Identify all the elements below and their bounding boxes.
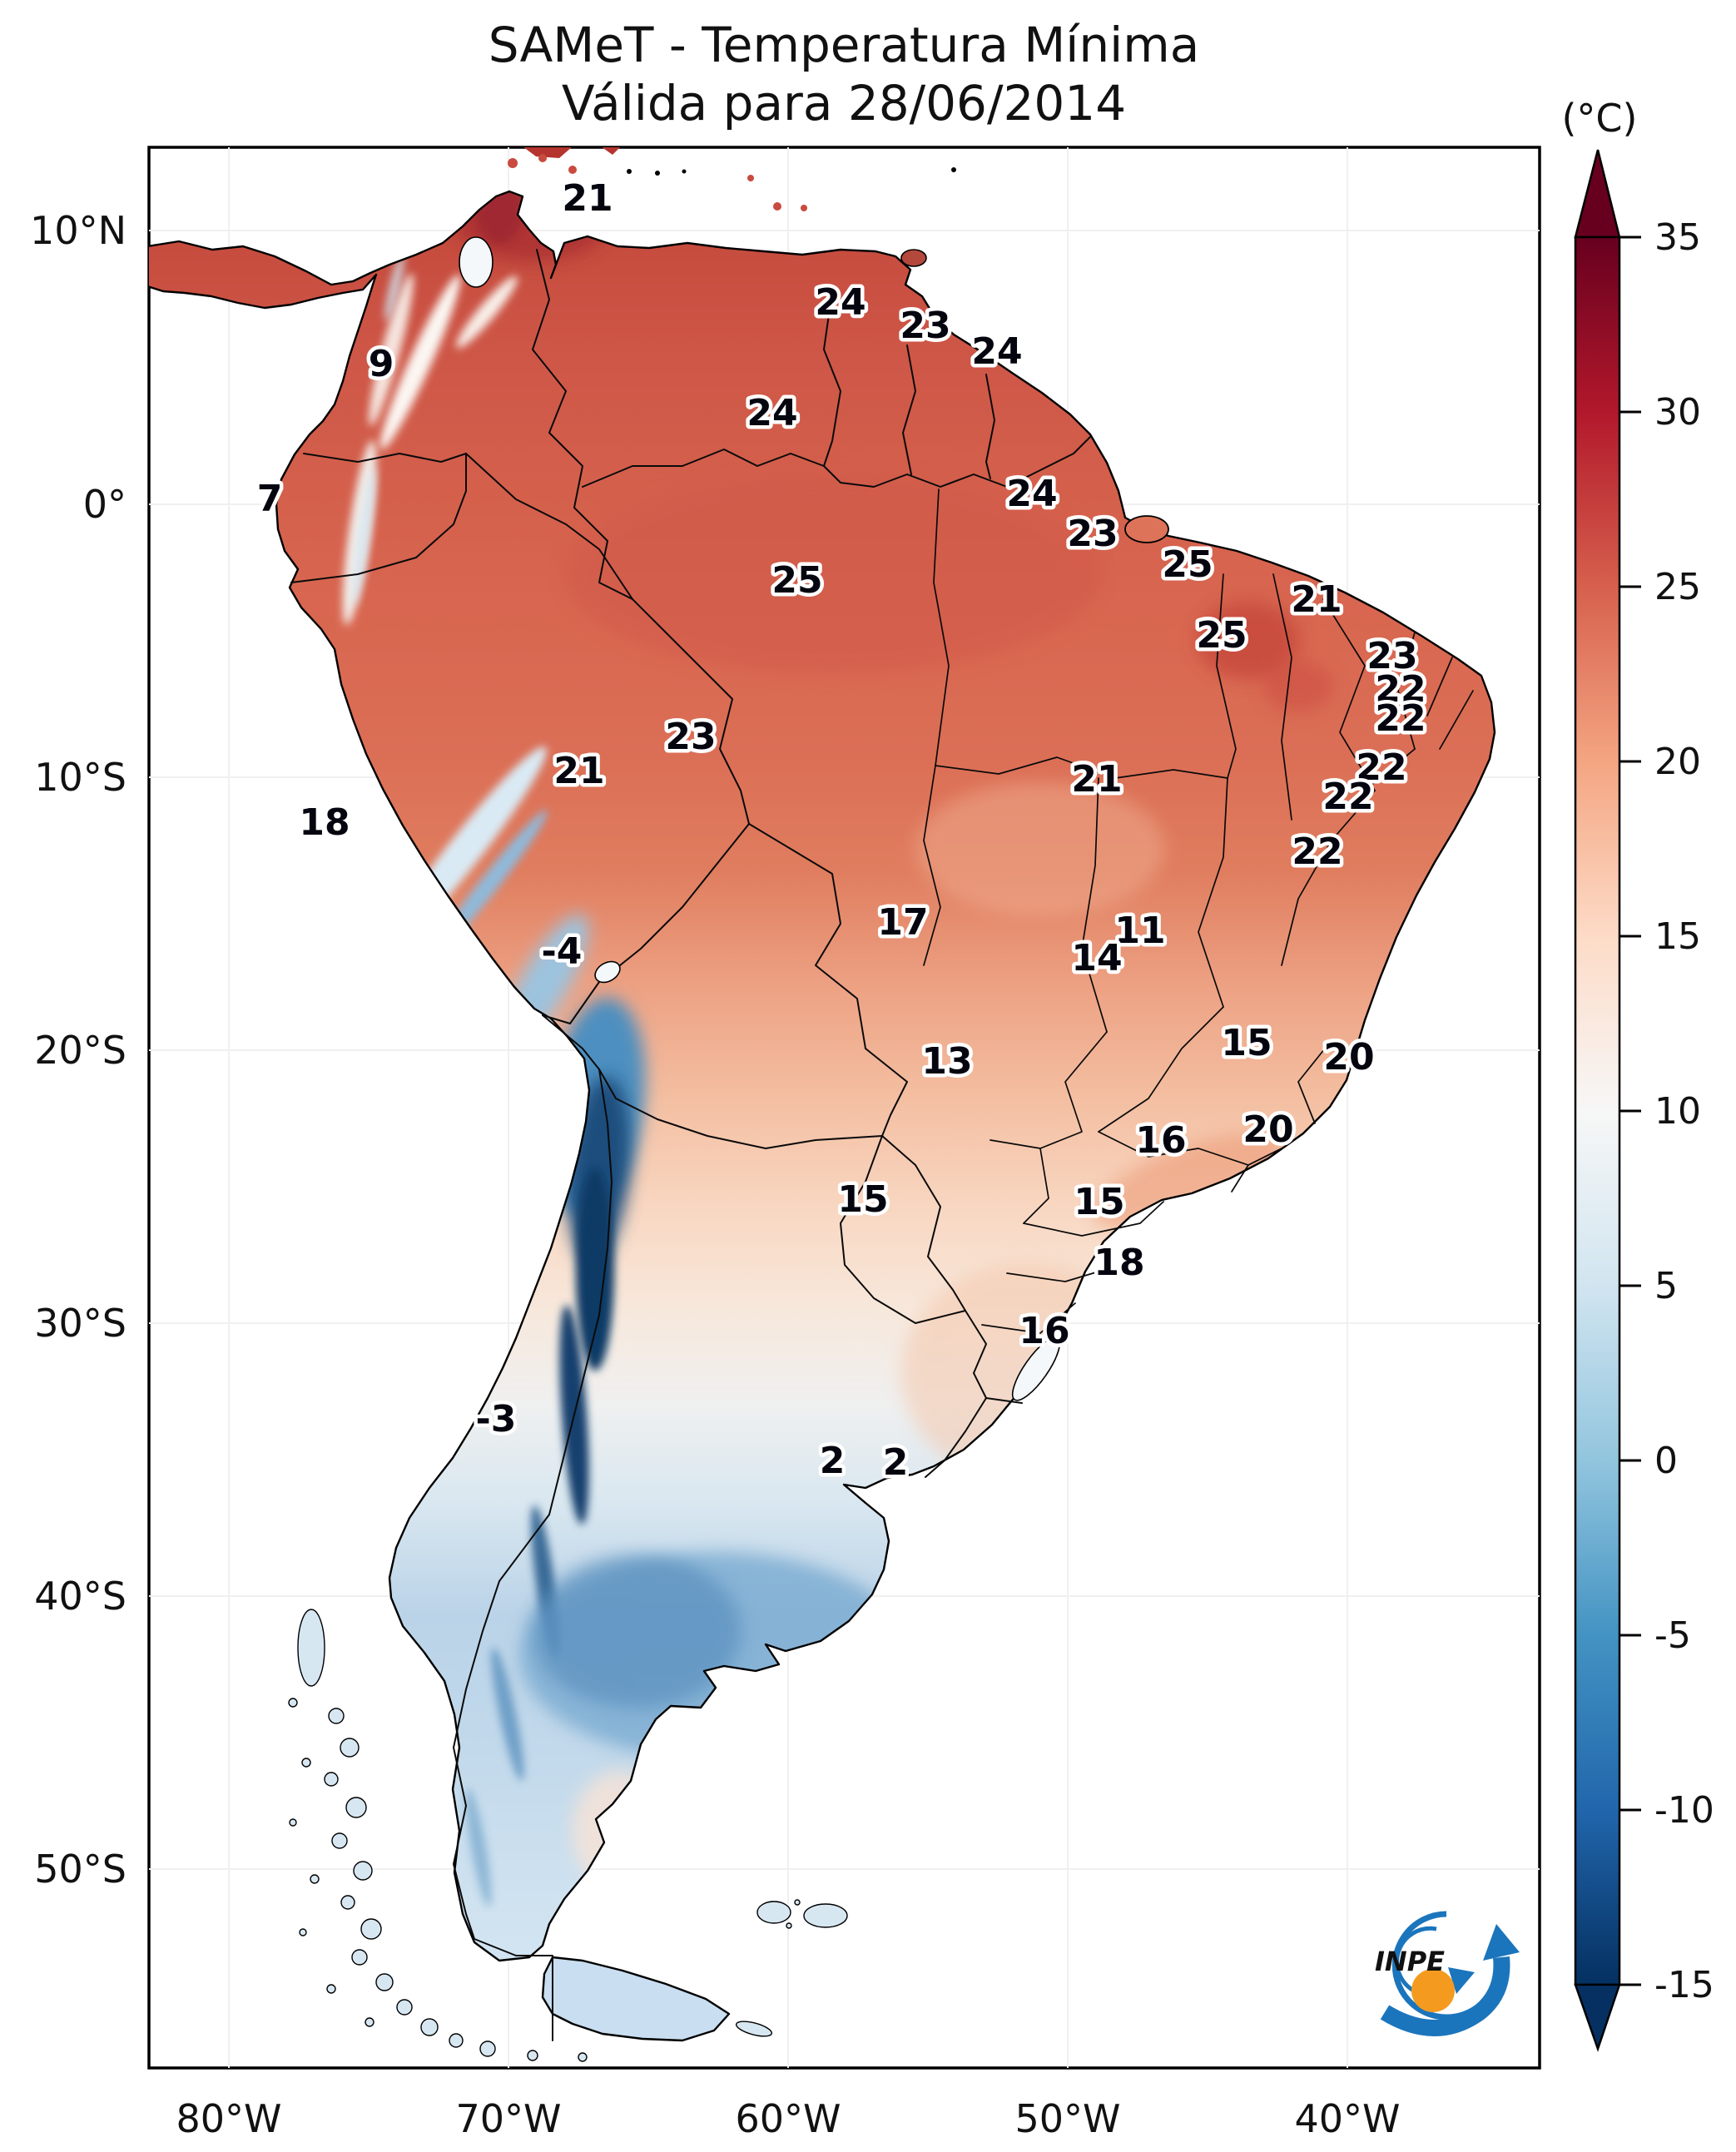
temp-label: 22: [1356, 746, 1406, 789]
lat-tick-label: 30°S: [34, 1301, 126, 1346]
lon-tick-label: 50°W: [1014, 2096, 1120, 2141]
lon-tick-label: 70°W: [455, 2096, 561, 2141]
islands: [288, 147, 1169, 2062]
colorbar-tick-label: 15: [1654, 915, 1701, 958]
colorbar-tick-label: -10: [1654, 1789, 1714, 1832]
colorbar-tick-label: 25: [1654, 566, 1701, 608]
lakes: [459, 236, 1061, 1401]
temp-label: 23: [1067, 513, 1118, 555]
temp-label: 18: [1094, 1242, 1144, 1284]
inpe-logo-orange-dot: [1411, 1969, 1455, 2012]
temp-label: 9: [369, 343, 394, 385]
temp-label: 25: [1162, 543, 1213, 586]
inpe-logo-big-arrow: [1380, 1956, 1510, 2036]
colorbar-gradient-bar: [1574, 236, 1621, 1986]
state-borders: [923, 488, 1474, 1334]
temp-label: 16: [1019, 1310, 1069, 1352]
temp-label: 11: [1114, 910, 1165, 952]
page-subtitle: Válida para 28/06/2014: [562, 75, 1126, 131]
temp-label: 20: [1323, 1036, 1374, 1078]
temp-label: 18: [299, 801, 350, 844]
temp-label: 23: [1366, 635, 1417, 677]
temp-label: 21: [1291, 578, 1342, 621]
temp-label: 2: [883, 1441, 909, 1484]
temp-label: 23: [665, 716, 716, 758]
temp-label: 24: [1006, 473, 1057, 515]
temp-label: 7: [257, 478, 283, 520]
lon-tick-label: 40°W: [1294, 2096, 1400, 2141]
colorbar-tick-label: 30: [1654, 391, 1701, 434]
temp-label: 21: [1071, 758, 1122, 801]
inpe-logo-text: INPE: [1375, 1946, 1445, 1977]
colorbar-tick-label: 20: [1654, 741, 1701, 783]
temp-label: 17: [877, 901, 928, 944]
chiloe-island: [297, 1609, 325, 1687]
temp-label: 2: [820, 1440, 846, 1482]
temp-label: 22: [1322, 776, 1373, 818]
colorbar-tick-label: -15: [1654, 1964, 1714, 2006]
colorbar-tick-label: 5: [1654, 1265, 1678, 1307]
temp-label: 14: [1071, 937, 1122, 979]
temp-label: 24: [746, 392, 797, 434]
falkland-west: [756, 1901, 791, 1924]
temp-label: 24: [971, 330, 1022, 373]
temp-label: -4: [542, 930, 583, 973]
temp-label: 20: [1242, 1108, 1293, 1151]
lagoa-dos-patos: [1011, 1336, 1061, 1401]
inpe-logo: INPE: [1375, 1911, 1520, 2036]
colorbar: (°C) 35 30 25 20 15 10 5 0 -5 -10 -15: [1561, 96, 1714, 2052]
temp-label: 25: [1196, 614, 1247, 657]
temp-label: 15: [1074, 1181, 1124, 1223]
temp-label: 22: [1375, 697, 1426, 740]
colorbar-tick-label: 10: [1654, 1090, 1701, 1133]
temp-label: 15: [1221, 1022, 1272, 1064]
lon-tick-label: 60°W: [735, 2096, 841, 2141]
lat-tick-label: 20°S: [34, 1028, 126, 1073]
temp-label: 22: [1375, 668, 1426, 711]
marajo-island: [1124, 515, 1169, 543]
caribbean-coast-sliver: [602, 147, 620, 155]
country-borders: [290, 249, 1091, 2041]
temp-label: 16: [1135, 1119, 1186, 1162]
temp-label: 24: [815, 281, 866, 324]
isla-de-los-estados: [735, 2021, 773, 2037]
colorbar-unit-label: (°C): [1561, 96, 1637, 141]
falkland-east: [803, 1903, 848, 1928]
colorbar-tick-label: -5: [1654, 1614, 1691, 1657]
inpe-logo-swirl-arrowhead: [1448, 1967, 1475, 1994]
colorbar-extend-below-arrow: [1574, 1983, 1621, 2052]
inpe-logo-big-arrowhead: [1483, 1924, 1520, 1961]
trinidad-island: [900, 249, 927, 267]
temp-label: 21: [562, 177, 613, 220]
caribbean-coast-sliver: [523, 147, 572, 158]
colorbar-tick-label: 0: [1654, 1440, 1678, 1482]
temp-label: 23: [900, 305, 950, 347]
colorbar-tick-label: 35: [1654, 216, 1701, 259]
lat-axis-labels: 10°N 0° 10°S 20°S 30°S 40°S 50°S: [30, 208, 126, 1892]
lat-tick-label: 40°S: [34, 1574, 126, 1619]
page-title: SAMeT - Temperatura Mínima: [489, 17, 1200, 73]
lake-maracaibo: [459, 236, 494, 288]
temp-label: 25: [771, 559, 822, 602]
temp-label: -3: [476, 1398, 517, 1440]
temp-label: 22: [1292, 831, 1342, 873]
lat-tick-label: 10°N: [30, 208, 126, 253]
lat-tick-label: 50°S: [34, 1847, 126, 1892]
colorbar-tick-labels: 35 30 25 20 15 10 5 0 -5 -10 -15: [1619, 216, 1714, 2006]
temp-label: 21: [553, 750, 604, 792]
temp-label: 13: [921, 1040, 972, 1083]
lon-tick-label: 80°W: [176, 2096, 281, 2141]
lat-tick-label: 10°S: [34, 755, 126, 800]
lat-tick-label: 0°: [83, 482, 126, 527]
temp-label: 15: [837, 1178, 888, 1221]
lon-axis-labels: 80°W 70°W 60°W 50°W 40°W: [176, 2096, 1400, 2141]
lake-titicaca: [594, 960, 621, 984]
